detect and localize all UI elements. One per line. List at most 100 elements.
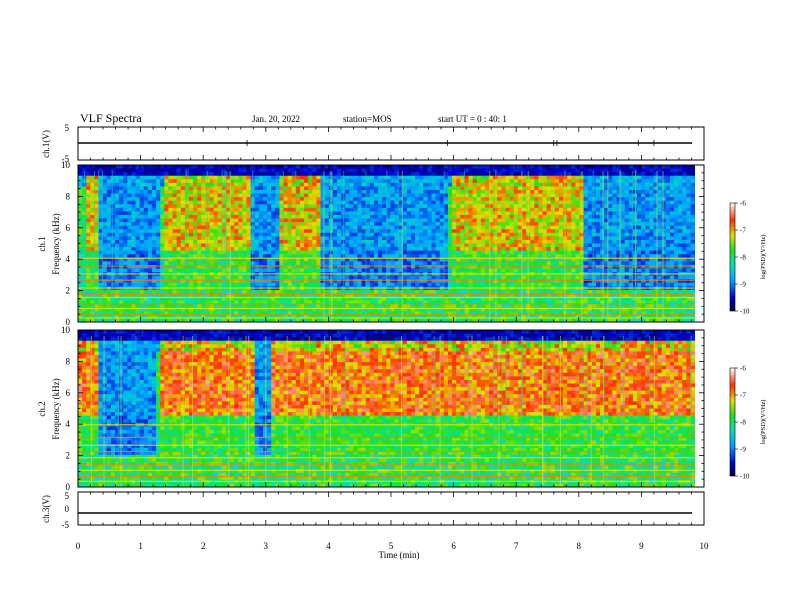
transient-streak xyxy=(521,171,523,322)
transient-streak xyxy=(229,171,231,322)
transient-streak xyxy=(653,336,655,487)
ch3-ytick-mid: 0 xyxy=(65,504,70,514)
transient-streak xyxy=(501,336,503,487)
transient-streak xyxy=(245,336,247,487)
transient-streak xyxy=(498,336,500,487)
x-tick-label: 4 xyxy=(326,541,331,551)
figure-title: VLF Spectra xyxy=(80,111,142,125)
ch2-colorbar-tick: -10 xyxy=(740,473,750,481)
ch1-spectrogram-ylabel-channel: ch.1 xyxy=(37,236,47,251)
ch1-ytick-label: 10 xyxy=(61,160,71,170)
transient-streak xyxy=(90,336,92,487)
x-tick-label: 6 xyxy=(451,541,456,551)
ch3-waveform-panel: 5 0 -5 ch.3(V) xyxy=(41,491,705,530)
ch2-spectrogram-ylabel-channel: ch.2 xyxy=(37,401,47,416)
transient-streak xyxy=(329,171,331,322)
ch1-colorbar: -6 -7 -8 -9 -10 log(PSD)(V²/Hz) xyxy=(729,200,767,316)
transient-streak xyxy=(228,336,230,487)
transient-streak xyxy=(521,336,523,487)
ch2-spectrogram-panel: 0 2 4 6 8 10 ch.2 Frequency (kHz) -6 -7 -8 -9 -10… xyxy=(37,325,767,492)
transient-streak xyxy=(84,171,86,322)
x-tick-label: 9 xyxy=(639,541,644,551)
start-time-label: start UT = 0 : 40: 1 xyxy=(438,114,507,124)
transient-streak xyxy=(433,336,435,487)
x-tick-label: 0 xyxy=(76,541,81,551)
ch3-ytick-top: 5 xyxy=(65,491,70,501)
transient-streak xyxy=(495,171,497,322)
transient-streak xyxy=(192,336,194,487)
transient-streak xyxy=(622,336,624,487)
transient-streak xyxy=(101,171,103,322)
transient-streak xyxy=(620,171,622,322)
ch3-waveform-ylabel: ch.3(V) xyxy=(41,495,51,523)
transient-streak xyxy=(282,171,284,322)
ch1-colorbar-tick: -8 xyxy=(740,254,746,262)
transient-streak xyxy=(493,336,495,487)
transient-streak xyxy=(581,171,583,322)
spectral-line xyxy=(78,436,695,438)
x-axis-ticklabels: 0 1 2 3 4 5 6 7 8 9 10 xyxy=(76,541,709,551)
transient-streak xyxy=(619,171,621,322)
transient-streak xyxy=(265,336,267,487)
transient-streak xyxy=(649,336,651,487)
transient-streak xyxy=(586,336,588,487)
ch2-spectrogram-ylabel-freq: Frequency (kHz) xyxy=(51,378,61,439)
ch1-colorbar-label: log(PSD)(V²/Hz) xyxy=(760,235,767,280)
ch2-ytick-label: 4 xyxy=(66,419,71,429)
transient-streak xyxy=(564,171,566,322)
ch1-spectrogram-panel: 0 2 4 6 8 10 ch.1 Frequency (kHz) -6 -7 -8 -9 -10… xyxy=(37,160,767,327)
ch1-ytick-label: 6 xyxy=(66,223,71,233)
ch2-ytick-label: 2 xyxy=(66,451,71,461)
ch2-ytick-label: 10 xyxy=(61,325,71,335)
ch1-waveform-ylabel: ch.1(V) xyxy=(41,130,51,158)
transient-streak xyxy=(98,171,99,322)
x-tick-label: 7 xyxy=(514,541,519,551)
spectral-line xyxy=(78,480,695,482)
transient-streak xyxy=(542,336,544,487)
transient-streak xyxy=(590,336,592,487)
transient-streak xyxy=(690,336,692,487)
ch2-colorbar-tick: -7 xyxy=(740,392,746,400)
spectral-line xyxy=(78,450,695,453)
ch2-colorbar-tick: -6 xyxy=(740,365,746,373)
transient-streak xyxy=(505,336,507,487)
transient-streak xyxy=(182,336,184,487)
transient-streak xyxy=(471,336,473,487)
station-label: station=MOS xyxy=(343,114,392,124)
ch1-spectrogram-image xyxy=(78,165,704,323)
transient-streak xyxy=(94,171,96,322)
transient-streak xyxy=(581,336,583,487)
transient-streak xyxy=(343,171,345,322)
transient-streak xyxy=(463,171,465,322)
transient-streak xyxy=(252,171,254,322)
transient-streak xyxy=(603,336,605,487)
x-tick-label: 8 xyxy=(577,541,582,551)
ch1-ytick-label: 4 xyxy=(66,254,71,264)
ch2-ytick-label: 8 xyxy=(66,356,71,366)
ch1-colorbar-tick: -10 xyxy=(740,308,750,316)
ch2-colorbar-tick: -8 xyxy=(740,419,746,427)
ch1-ytick-label: 2 xyxy=(66,286,71,296)
transient-streak xyxy=(467,336,469,487)
transient-streak xyxy=(344,336,346,487)
transient-streak xyxy=(439,336,441,487)
spectral-line xyxy=(78,463,695,465)
transient-streak xyxy=(248,336,250,487)
transient-streak xyxy=(221,171,223,322)
transient-streak xyxy=(401,171,403,322)
transient-streak xyxy=(489,171,491,322)
transient-streak xyxy=(323,171,325,322)
transient-streak xyxy=(120,336,122,487)
transient-streak xyxy=(397,171,399,322)
transient-streak xyxy=(401,336,402,487)
ch1-spectrogram-ylabel-freq: Frequency (kHz) xyxy=(51,213,61,274)
ch2-ytick-label: 0 xyxy=(66,482,71,492)
x-tick-label: 10 xyxy=(700,541,710,551)
transient-streak xyxy=(559,336,561,487)
transient-streak xyxy=(443,171,445,322)
transient-streak xyxy=(635,171,637,322)
ch1-ytick-label: 0 xyxy=(66,317,71,327)
transient-streak xyxy=(546,336,548,487)
ch1-ytick-top: 5 xyxy=(65,123,70,133)
